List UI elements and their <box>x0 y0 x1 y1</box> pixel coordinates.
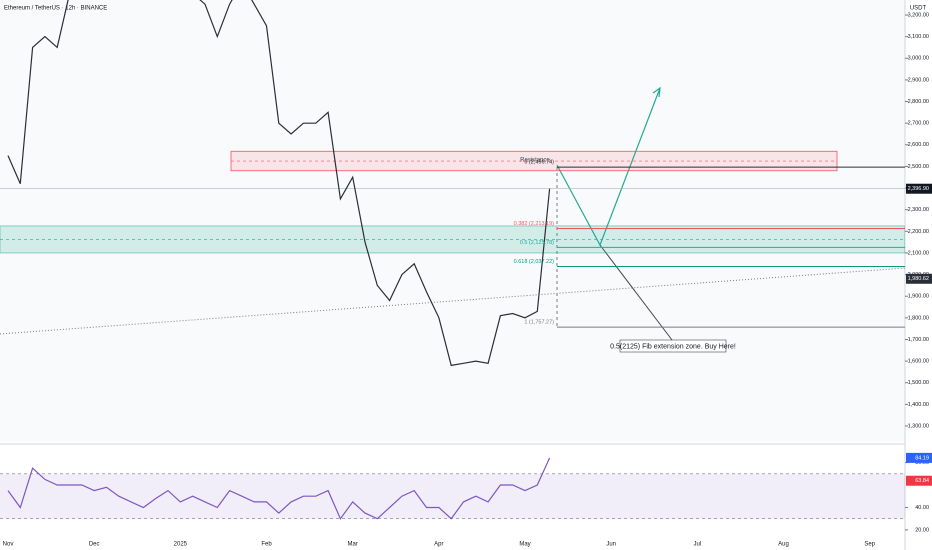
x-tick-label: Mar <box>348 542 358 548</box>
arrow-head <box>652 86 661 98</box>
price-line <box>7 457 551 520</box>
x-tick-label: Jun <box>606 542 616 548</box>
y-tick-label: 1,400.00 <box>908 402 929 408</box>
y-tick-label: 40.00 <box>915 505 929 511</box>
price-tag <box>906 475 932 486</box>
plot-area <box>0 0 905 442</box>
rsi-pane <box>0 457 905 520</box>
fib-label: 0 (2,496.74) <box>524 160 554 166</box>
callout-text: 0.5(2125) Fib extension zone. Buy Here! <box>610 343 736 350</box>
fib-label: 1 (1,757.27) <box>524 320 554 326</box>
x-tick-label: 2025 <box>174 542 188 548</box>
currency-label: USDT <box>910 6 927 12</box>
price-tag-label: 63.84 <box>915 478 929 484</box>
x-tick-label: Sep <box>864 542 875 548</box>
rsi-band <box>0 473 905 519</box>
y-tick-label: 2,300.00 <box>908 207 929 213</box>
y-tick-label: 2,600.00 <box>908 142 929 148</box>
price-tag-label: 1,980.62 <box>908 276 929 282</box>
fib-label: 0.382 (2,213.19) <box>514 221 555 227</box>
y-tick-label: 1,800.00 <box>908 315 929 321</box>
y-tick-label: 2,500.00 <box>908 164 929 170</box>
resistance-label: Resistance <box>520 158 550 164</box>
price-pane <box>0 0 905 367</box>
price-tag <box>906 273 932 284</box>
callout-pointer <box>599 244 673 341</box>
x-tick-label: Jul <box>694 542 702 548</box>
price-tag <box>906 183 932 194</box>
x-tick-label: Nov <box>3 542 14 548</box>
x-tick-label: Apr <box>434 542 443 548</box>
x-tick-label: Dec <box>89 542 100 548</box>
y-tick-label: 2,200.00 <box>908 229 929 235</box>
y-tick-label: 1,300.00 <box>908 423 929 429</box>
y-tick-label: 3,200.00 <box>908 12 929 18</box>
y-tick-label: 1,700.00 <box>908 337 929 343</box>
y-tick-label: 2,700.00 <box>908 121 929 127</box>
fib-label: 0.618 (2,037.22) <box>514 259 555 265</box>
fib-label: 0.5 (2,125.78) <box>520 240 554 246</box>
x-tick-label: Feb <box>261 542 272 548</box>
chart-title: Ethereum / TetherUS · 12h · BINANCE <box>4 6 107 12</box>
y-tick-label: 3,000.00 <box>908 56 929 62</box>
x-tick-label: Aug <box>778 542 789 548</box>
y-tick-label: 20.00 <box>915 527 929 533</box>
y-tick-label: 1,900.00 <box>908 294 929 300</box>
callout-box <box>619 339 727 353</box>
price-tag-label: 2,396.90 <box>908 186 929 192</box>
y-tick-label: 80.00 <box>915 460 929 466</box>
y-tick-label: 2,800.00 <box>908 99 929 105</box>
x-tick-label: May <box>519 542 530 548</box>
price-tag <box>906 452 932 463</box>
y-tick-label: 1,500.00 <box>908 380 929 386</box>
y-tick-label: 2,100.00 <box>908 250 929 256</box>
y-tick-label: 1,600.00 <box>908 359 929 365</box>
price-tag-label: 84.19 <box>915 455 929 461</box>
trendline <box>0 267 906 335</box>
y-tick-label: 3,100.00 <box>908 34 929 40</box>
price-line <box>7 0 551 367</box>
y-tick-label: 2,900.00 <box>908 77 929 83</box>
